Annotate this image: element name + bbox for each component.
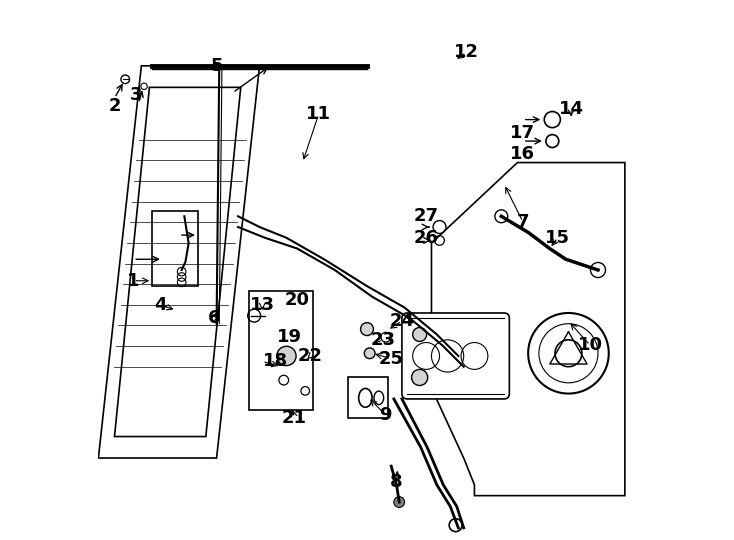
Text: 10: 10 [578,336,603,354]
Circle shape [495,210,508,222]
Text: 2: 2 [108,97,121,115]
Text: 22: 22 [298,347,323,365]
Text: 25: 25 [379,349,404,368]
Text: 15: 15 [545,229,570,247]
Circle shape [394,497,404,508]
Circle shape [590,262,606,278]
Text: 11: 11 [306,105,331,123]
Text: 26: 26 [413,229,439,247]
FancyBboxPatch shape [402,313,509,399]
Circle shape [412,369,428,386]
Text: 9: 9 [379,406,392,424]
Text: 20: 20 [285,291,310,308]
Text: 13: 13 [250,296,275,314]
Text: 7: 7 [517,213,529,231]
Circle shape [528,313,608,394]
Text: 27: 27 [413,207,439,225]
Circle shape [360,322,374,335]
Text: 12: 12 [454,43,479,62]
Text: 17: 17 [510,124,535,142]
Text: 24: 24 [390,312,415,330]
Text: 23: 23 [371,331,396,349]
Text: 21: 21 [282,409,307,427]
FancyBboxPatch shape [152,211,197,286]
Text: 6: 6 [208,309,220,327]
Text: 19: 19 [277,328,302,346]
Text: 5: 5 [211,57,223,75]
Text: 8: 8 [390,473,403,491]
Text: 18: 18 [263,352,288,370]
Circle shape [413,327,426,341]
FancyBboxPatch shape [249,292,313,410]
Text: 16: 16 [510,145,535,164]
Text: 14: 14 [559,100,584,118]
Text: 4: 4 [154,296,167,314]
Text: 1: 1 [127,272,139,290]
Circle shape [364,348,375,359]
Circle shape [277,346,296,366]
FancyBboxPatch shape [348,377,388,418]
Text: 3: 3 [130,86,142,104]
